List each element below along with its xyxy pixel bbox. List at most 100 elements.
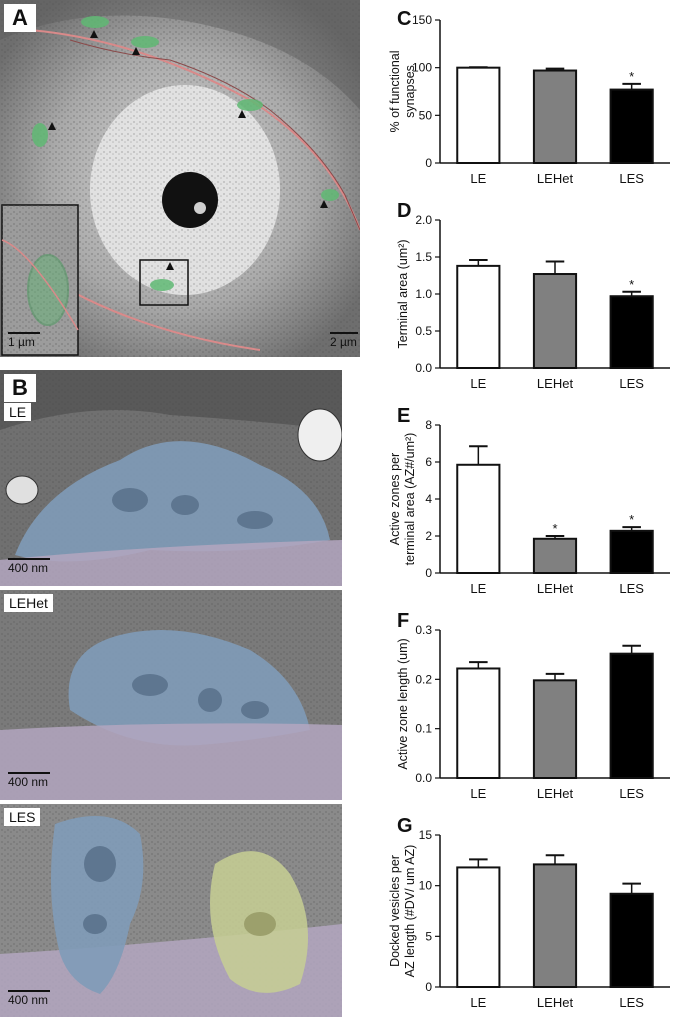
y-axis-label: synapses [403,65,417,118]
y-tick-label: 0.0 [415,771,432,785]
micrograph-a-art [0,0,360,357]
significance-mark: * [629,277,634,292]
bar [456,463,501,574]
significance-mark: * [552,521,557,536]
bar [456,66,501,164]
chart-letter-c: C [397,8,412,30]
bar [532,537,578,574]
x-tick-label: LES [619,581,644,596]
chart-f: F 0.0 0.1 0.2 0.3 LE LEHet LES Active zone leng… [365,610,685,810]
bar [532,273,578,369]
micrograph-b-les: LES 400 nm [0,804,342,1017]
scale-bar-le: 400 nm [8,558,50,575]
micrograph-b-le: B LE 400 nm [0,370,342,586]
bar [609,295,654,369]
y-tick-label: 0.3 [415,623,432,637]
y-tick-label: 0.5 [415,324,432,338]
y-tick-label: 0 [425,566,432,580]
chart-d: D 0.0 0.5 1.0 1.5 2.0 LE LEHet * LES Terminal are… [365,200,685,400]
y-tick-label: 0.1 [415,722,432,736]
micrograph-a: A 1 µm 2 µm [0,0,360,357]
bar [532,863,578,988]
x-tick-label: LEHet [537,171,574,186]
y-tick-label: 100 [412,61,432,75]
chart-f-plot: 0.0 0.1 0.2 0.3 LE LEHet LES Active zone length… [396,623,670,801]
x-tick-label: LE [470,376,486,391]
x-tick-label: LEHet [537,995,574,1010]
micrograph-b-les-art [0,804,342,1017]
scale-bar-les: 400 nm [8,990,50,1007]
x-tick-label: LES [619,376,644,391]
x-tick-label: LES [619,995,644,1010]
panel-letter-b: B [4,374,36,402]
bar [532,69,578,164]
micrograph-b-lehet: LEHet 400 nm [0,590,342,800]
y-tick-label: 1.5 [415,250,432,264]
x-tick-label: LEHet [537,786,574,801]
y-axis-label: Docked vesicles per [388,855,402,967]
y-tick-label: 5 [425,929,432,943]
y-tick-label: 8 [425,418,432,432]
scale-bar-lehet: 400 nm [8,772,50,789]
bar [609,652,654,779]
bar [456,667,501,779]
x-tick-label: LE [470,786,486,801]
chart-g-plot: 0 5 10 15 LE LEHet LES Docked vesicles per AZ le… [388,828,670,1010]
y-axis-label: terminal area (AZ#/um²) [403,433,417,566]
bar [609,529,654,574]
chart-letter-g: G [397,815,413,837]
y-tick-label: 4 [425,492,432,506]
significance-mark: * [629,512,634,527]
image-label-le: LE [4,403,32,421]
micrograph-b-lehet-art [0,590,342,800]
y-tick-label: 0 [425,980,432,994]
image-label-lehet: LEHet [4,594,53,612]
y-axis-label: Active zones per [388,453,402,545]
bar [456,866,501,988]
bar [609,88,654,164]
y-tick-label: 2.0 [415,213,432,227]
micrograph-b-le-art [0,370,342,586]
scale-label-inset: 1 µm [8,335,35,349]
chart-c-plot: 0 50 100 150 LE LEHet * LES % of functional synap… [388,13,670,186]
y-tick-label: 0.2 [415,672,432,686]
y-tick-label: 150 [412,13,432,27]
x-tick-label: LE [470,581,486,596]
chart-g: G 0 5 10 15 LE LEHet LES Docked vesicles per AZ … [365,815,685,1019]
x-tick-label: LEHet [537,376,574,391]
y-tick-label: 15 [419,828,433,842]
bar [532,679,578,779]
y-axis-label: Terminal area (um²) [396,239,410,348]
chart-letter-e: E [397,405,411,427]
y-tick-label: 1.0 [415,287,432,301]
chart-e-plot: 0 2 4 6 8 LE * LEHet * LES Active zones per termina… [388,418,670,596]
bar [609,892,654,988]
image-label-les: LES [4,808,41,826]
y-tick-label: 50 [419,108,433,122]
scale-label-main: 2 µm [330,335,357,349]
x-tick-label: LE [470,995,486,1010]
significance-mark: * [629,69,634,84]
x-tick-label: LES [619,786,644,801]
scale-bar-inset: 1 µm [8,332,40,349]
y-tick-label: 6 [425,455,432,469]
bar [456,264,501,369]
y-tick-label: 0 [425,156,432,170]
y-tick-label: 2 [425,529,432,543]
x-tick-label: LE [470,171,486,186]
y-tick-label: 10 [419,879,433,893]
chart-c: C 0 50 100 150 LE LEHet * LES % of functional syn… [365,0,685,195]
y-axis-label: Active zone length (um) [396,638,410,769]
scale-label-les: 400 nm [8,993,49,1007]
panel-letter-a: A [4,4,36,32]
chart-letter-f: F [397,610,410,632]
y-tick-label: 0.0 [415,361,432,375]
chart-d-plot: 0.0 0.5 1.0 1.5 2.0 LE LEHet * LES Terminal area … [396,213,670,391]
x-tick-label: LES [619,171,644,186]
scale-label-le: 400 nm [8,561,49,575]
chart-letter-d: D [397,200,412,222]
y-axis-label: AZ length (#DV/ um AZ) [403,845,417,978]
y-axis-label: % of functional [388,51,402,133]
scale-label-lehet: 400 nm [8,775,49,789]
chart-e: E 0 2 4 6 8 LE * LEHet * LES Active zones per termi… [365,405,685,605]
